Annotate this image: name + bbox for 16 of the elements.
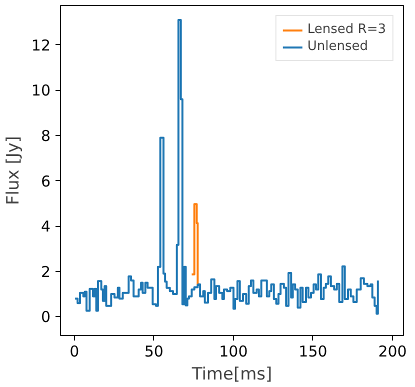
x-tick-label: 100 xyxy=(219,342,248,360)
legend-label: Unlensed xyxy=(307,39,368,54)
y-tick-label: 2 xyxy=(40,262,51,281)
y-tick-label: 4 xyxy=(40,218,51,236)
x-tick-label: 50 xyxy=(144,342,164,360)
x-tick-label: 150 xyxy=(298,342,328,360)
legend-label: Lensed R=3 xyxy=(307,22,386,37)
y-tick-label: 12 xyxy=(31,36,51,54)
x-tick-label: 200 xyxy=(378,342,407,360)
x-tick-label: 0 xyxy=(70,342,80,360)
x-axis-title: Time[ms] xyxy=(190,364,272,384)
y-axis-title: Flux [Jy] xyxy=(3,136,24,206)
y-tick-label: 6 xyxy=(40,172,51,190)
y-tick-label: 0 xyxy=(40,308,51,326)
y-tick-label: 10 xyxy=(31,82,51,100)
y-tick-label: 8 xyxy=(40,127,51,146)
